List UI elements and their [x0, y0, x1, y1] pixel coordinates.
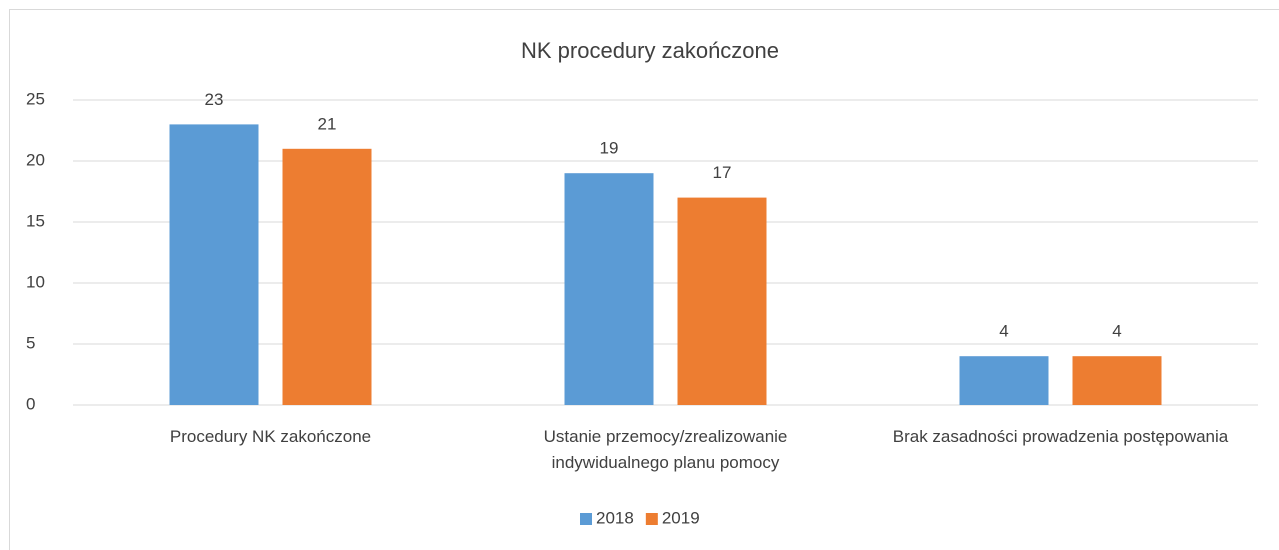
chart-border [9, 9, 1279, 550]
legend-swatch [580, 513, 592, 525]
bar [677, 197, 767, 405]
y-tick-label: 25 [26, 89, 45, 108]
y-tick-label: 5 [26, 333, 35, 352]
y-tick-label: 10 [26, 272, 45, 291]
bar [282, 148, 372, 406]
x-tick-label: Ustanie przemocy/zrealizowanie indywidua… [543, 427, 788, 472]
bar [169, 124, 259, 406]
y-tick-label: 0 [26, 394, 35, 413]
data-label: 19 [600, 139, 619, 158]
y-tick-label: 20 [26, 150, 45, 169]
x-tick-label: Procedury NK zakończone [169, 427, 372, 446]
legend-label: 2019 [662, 508, 700, 527]
chart-title: NK procedury zakończone [521, 38, 779, 63]
y-tick-label: 15 [26, 211, 45, 230]
data-label: 4 [1112, 322, 1121, 341]
legend-label: 2018 [596, 508, 634, 527]
data-label: 23 [205, 90, 224, 109]
x-tick-label: Brak zasadności prowadzenia postępowania [892, 427, 1229, 446]
data-label: 17 [713, 163, 732, 182]
bar [1072, 356, 1162, 405]
bar [959, 356, 1049, 405]
legend-swatch [645, 513, 658, 525]
data-label: 4 [999, 322, 1008, 341]
bar [564, 173, 654, 405]
data-label: 21 [318, 114, 337, 133]
